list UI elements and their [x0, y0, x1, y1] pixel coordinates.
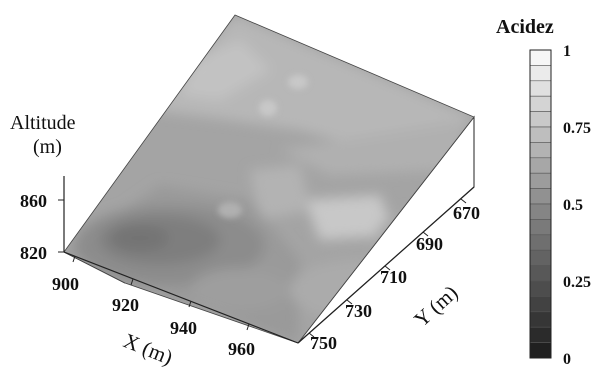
x-axis-title: X (m)	[120, 328, 176, 367]
x-tick-label: 960	[228, 339, 255, 359]
colorbar-title: Acidez	[496, 16, 554, 38]
y-tick-label: 750	[310, 333, 337, 353]
colorbar-band	[529, 95, 552, 112]
colorbar-tick-label: 0	[563, 351, 571, 367]
colorbar	[529, 49, 552, 359]
colorbar-band	[529, 157, 552, 174]
colorbar-tick-label: 0.75	[563, 120, 591, 137]
colorbar-band	[529, 203, 552, 220]
x-tick	[130, 278, 134, 286]
colorbar-tick-label: 0.5	[563, 197, 583, 214]
colorbar-band	[529, 219, 552, 236]
y-axis-title: Y (m)	[409, 280, 462, 331]
x-tick-label: 920	[112, 295, 139, 315]
x-tick	[188, 300, 192, 308]
y-tick-label: 690	[416, 234, 443, 254]
y-tick	[308, 332, 315, 338]
x-tick-label: 940	[170, 318, 197, 338]
colorbar-band	[529, 265, 552, 282]
y-tick	[422, 231, 429, 237]
z-tick-label: 860	[20, 191, 47, 211]
colorbar-band	[529, 188, 552, 205]
z-tick-label: 820	[20, 243, 47, 263]
colorbar-band	[529, 126, 552, 143]
x-tick-label: 900	[52, 274, 79, 294]
colorbar-band	[529, 342, 552, 359]
z-axis-title-unit: (m)	[33, 136, 62, 158]
z-axis-title: Altitude	[10, 112, 76, 134]
colorbar-band	[529, 111, 552, 128]
colorbar-band	[529, 311, 552, 328]
colorbar-frame	[529, 49, 552, 359]
colorbar-band	[529, 142, 552, 159]
y-tick-label: 730	[345, 301, 372, 321]
colorbar-tick-label: 0.25	[563, 274, 591, 291]
colorbar-band	[529, 234, 552, 251]
colorbar-band	[529, 249, 552, 266]
colorbar-band	[529, 280, 552, 297]
y-tick	[346, 299, 353, 305]
x-tick	[72, 255, 76, 263]
colorbar-band	[529, 326, 552, 343]
colorbar-band	[529, 49, 552, 66]
y-tick	[460, 198, 467, 204]
y-tick-label: 710	[380, 267, 407, 287]
surface-outline	[63, 14, 475, 344]
x-tick	[246, 323, 250, 331]
colorbar-band	[529, 80, 552, 97]
colorbar-band	[529, 65, 552, 82]
colorbar-labels: 1 0.75 0.5 0.25 0	[563, 43, 591, 367]
colorbar-tick-label: 1	[563, 43, 571, 60]
y-tick	[384, 265, 391, 271]
colorbar-band	[529, 172, 552, 189]
colorbar-band	[529, 296, 552, 313]
y-tick-label: 670	[453, 203, 480, 223]
z-axis: 860 820	[20, 176, 65, 263]
